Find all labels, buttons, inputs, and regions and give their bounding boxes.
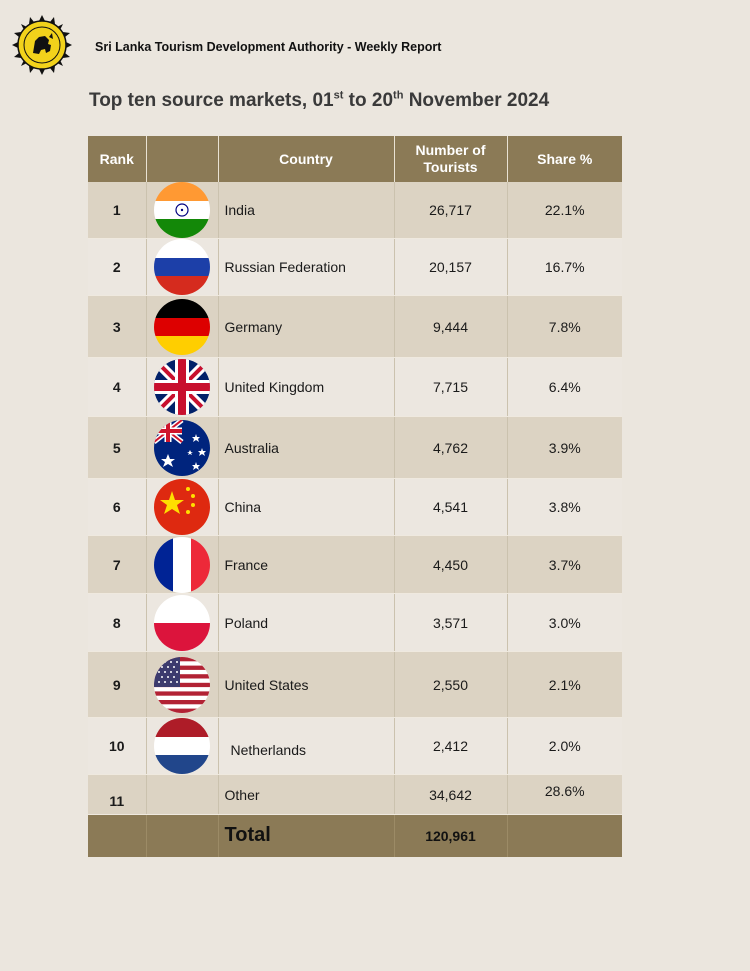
rank-cell: 6: [88, 478, 147, 536]
rank-cell: 8: [88, 593, 147, 652]
table-row: 1 India 26,717 22.1%: [88, 182, 622, 239]
russia-flag-icon: [154, 239, 210, 295]
country-cell: France: [218, 535, 395, 594]
country-cell: United Kingdom: [218, 357, 395, 417]
share-header: Share %: [507, 136, 622, 182]
rank-cell: 1: [88, 182, 147, 239]
page-title: Top ten source markets, 01st to 20th Nov…: [89, 89, 550, 111]
share-cell: 2.1%: [507, 651, 622, 718]
tourists-cell: 7,715: [394, 357, 508, 417]
rank-cell: 9: [88, 651, 147, 718]
table-row: 5 Australia 4,762 3.9%: [88, 416, 622, 479]
netherlands-flag-icon: [154, 718, 210, 774]
tourists-cell: 4,762: [394, 416, 508, 479]
table-row: 2 Russian Federation 20,157 16.7%: [88, 238, 622, 296]
share-cell: 28.6%: [507, 774, 622, 815]
flag-header: [146, 136, 219, 182]
total-label: Total: [218, 814, 395, 857]
tourists-cell: 2,550: [394, 651, 508, 718]
country-cell: Russian Federation: [218, 238, 395, 296]
total-tourists: 120,961: [394, 814, 508, 857]
india-flag-icon: [154, 182, 210, 238]
country-cell: Other: [218, 774, 395, 815]
uk-flag-icon: [154, 359, 210, 415]
rank-header: Rank: [88, 136, 147, 182]
sltda-logo: [12, 15, 72, 75]
table-row: 3 Germany 9,444 7.8%: [88, 295, 622, 358]
germany-flag-icon: [154, 298, 210, 355]
country-header: Country: [218, 136, 395, 182]
share-cell: 3.7%: [507, 535, 622, 594]
share-cell: 3.9%: [507, 416, 622, 479]
table-row: 8 Poland 3,571 3.0%: [88, 593, 622, 652]
rank-cell: 2: [88, 238, 147, 296]
tourists-cell: 9,444: [394, 295, 508, 358]
share-cell: 22.1%: [507, 182, 622, 239]
country-cell: United States: [218, 651, 395, 718]
table-row: 10 Netherlands 2,412 2.0%: [88, 717, 622, 775]
tourists-cell: 2,412: [394, 717, 508, 775]
tourists-cell: 4,450: [394, 535, 508, 594]
rank-cell: 11: [88, 774, 147, 815]
rank-cell: 7: [88, 535, 147, 594]
table-row: 6 China 4,541 3.8%: [88, 478, 622, 536]
country-cell: Australia: [218, 416, 395, 479]
country-cell: China: [218, 478, 395, 536]
rank-cell: 10: [88, 717, 147, 775]
china-flag-icon: [154, 479, 210, 535]
tourists-cell: 20,157: [394, 238, 508, 296]
table-row: 4 United Kingdom 7,715 6.4%: [88, 357, 622, 417]
tourists-header: Number of Tourists: [394, 136, 508, 182]
australia-flag-icon: [154, 419, 210, 476]
tourists-cell: 34,642: [394, 774, 508, 815]
report-header: Sri Lanka Tourism Development Authority …: [95, 40, 442, 54]
table-header-row: Rank Country Number of Tourists Share %: [88, 136, 622, 182]
table-row: 7 France 4,450 3.7%: [88, 535, 622, 594]
share-cell: 16.7%: [507, 238, 622, 296]
rank-cell: 3: [88, 295, 147, 358]
share-cell: 3.0%: [507, 593, 622, 652]
tourists-cell: 26,717: [394, 182, 508, 239]
source-markets-table: Rank Country Number of Tourists Share % …: [88, 136, 622, 857]
share-cell: 6.4%: [507, 357, 622, 417]
country-cell: Poland: [218, 593, 395, 652]
share-cell: 3.8%: [507, 478, 622, 536]
usa-flag-icon: [154, 656, 210, 713]
country-cell: India: [218, 182, 395, 239]
tourists-cell: 3,571: [394, 593, 508, 652]
rank-cell: 4: [88, 357, 147, 417]
poland-flag-icon: [154, 594, 210, 651]
france-flag-icon: [154, 536, 210, 593]
table-row: 9 United States 2,550 2.1%: [88, 651, 622, 718]
share-cell: 7.8%: [507, 295, 622, 358]
tourists-cell: 4,541: [394, 478, 508, 536]
rank-cell: 5: [88, 416, 147, 479]
country-cell: Germany: [218, 295, 395, 358]
share-cell: 2.0%: [507, 717, 622, 775]
table-row: 11 Other 34,642 28.6%: [88, 774, 622, 815]
country-cell: Netherlands: [218, 717, 395, 775]
total-row: Total 120,961: [88, 814, 622, 857]
